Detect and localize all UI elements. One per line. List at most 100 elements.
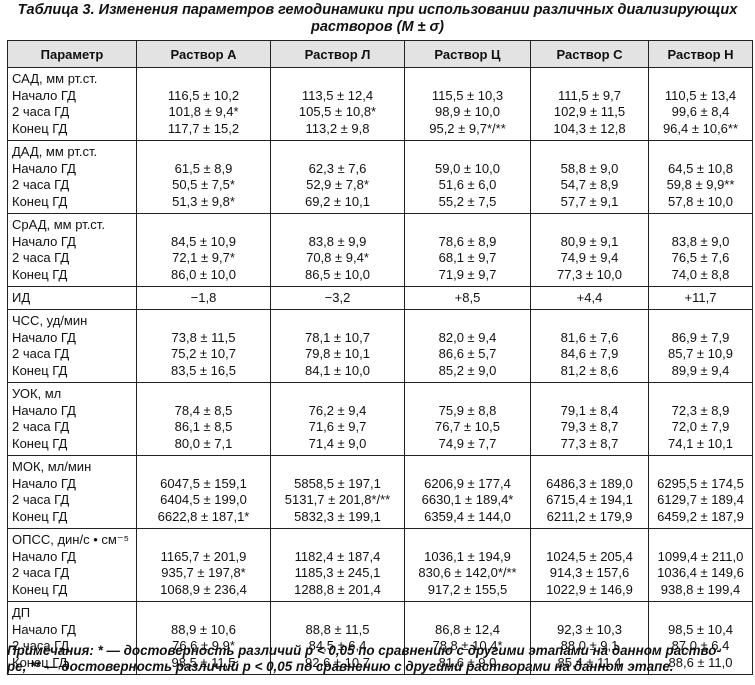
value-cell: 75,9 ± 8,8 76,7 ± 10,5 74,9 ± 7,7	[404, 382, 531, 456]
cell-value: 86,0 ± 10,0	[171, 266, 236, 282]
table-row: ИД −1,8 −3,2 +8,5 +4,4 +11,7	[7, 286, 753, 310]
cell-value	[137, 532, 270, 549]
table-title-line-2: растворов (M ± σ)	[310, 19, 444, 35]
value-cell: 83,8 ± 9,0 76,5 ± 7,6 74,0 ± 8,8	[648, 213, 753, 287]
cell-value: 1022,9 ± 146,9	[546, 581, 633, 597]
stage-label: 2 часа ГД	[12, 492, 70, 507]
value-cell: 59,0 ± 10,0 51,6 ± 6,0 55,2 ± 7,5	[404, 140, 531, 214]
parameter-name: МОК, мл/мин	[12, 459, 92, 474]
cell-value: 86,6 ± 5,7	[438, 346, 497, 361]
cell-value: 86,9 ± 7,9	[671, 329, 730, 345]
parameter-name: ЧСС, уд/мин	[12, 313, 88, 328]
cell-value: 85,4 ± 11,4	[557, 654, 622, 670]
cell-value: 55,2 ± 7,5	[438, 193, 497, 209]
stage-label: Конец ГД	[12, 120, 68, 136]
value-cell: 1165,7 ± 201,9 935,7 ± 197,8* 1068,9 ± 236…	[136, 528, 271, 602]
table-row: МОК, мл/мин Начало ГД 2 часа ГД Конец ГД 604…	[7, 455, 753, 529]
value-cell: 88,9 ± 10,6 76,6 ± 9,9* 98,5 ± 11,5	[136, 601, 271, 675]
cell-value	[405, 532, 530, 549]
table-row: ЧСС, уд/мин Начало ГД 2 часа ГД Конец ГД 73,…	[7, 309, 753, 383]
cell-value: 6622,8 ± 187,1*	[157, 508, 250, 524]
cell-value: 98,9 ± 10,0	[435, 104, 500, 119]
stage-label: Конец ГД	[12, 508, 68, 524]
value-cell: 1036,1 ± 194,9 830,6 ± 142,0*/** 917,2 ± 1…	[404, 528, 531, 602]
value-cell: 80,9 ± 9,1 74,9 ± 9,4 77,3 ± 10,0	[530, 213, 649, 287]
cell-value	[531, 386, 648, 403]
cell-value: 6359,4 ± 144,0	[424, 508, 511, 524]
cell-value	[271, 532, 404, 549]
cell-value: 98,5 ± 11,5	[171, 654, 236, 670]
cell-value: 1024,5 ± 205,4	[546, 548, 633, 564]
value-cell: 98,5 ± 10,4 87,0 ± 6,4 88,6 ± 11,0	[648, 601, 753, 675]
cell-value: 92,3 ± 10,3	[557, 621, 622, 637]
cell-value	[137, 144, 270, 161]
parameter-cell: ДАД, мм рт.ст. Начало ГД 2 часа ГД Конец ГД	[7, 140, 137, 214]
cell-value	[531, 605, 648, 622]
cell-value: 101,8 ± 9,4*	[168, 104, 239, 119]
header-solution-ts: Раствор Ц	[404, 40, 531, 68]
cell-value	[271, 386, 404, 403]
value-cell: −3,2	[270, 286, 405, 310]
value-cell: 113,5 ± 12,4 105,5 ± 10,8* 113,2 ± 9,8	[270, 67, 405, 141]
cell-value: 74,1 ± 10,1	[668, 435, 733, 451]
cell-value	[649, 313, 752, 330]
cell-value: 87,0 ± 6,4	[671, 638, 730, 653]
value-cell: 6486,3 ± 189,0 6715,4 ± 194,1 6211,2 ± 179…	[530, 455, 649, 529]
table-body: САД, мм рт.ст. Начало ГД 2 часа ГД Конец ГД…	[7, 67, 753, 675]
stage-label: 2 часа ГД	[12, 565, 70, 580]
cell-value: −3,2	[324, 290, 351, 305]
cell-value	[405, 459, 530, 476]
stage-label: 2 часа ГД	[12, 250, 70, 265]
cell-value: 5131,7 ± 201,8*/**	[284, 492, 391, 507]
cell-value: 73,8 ± 11,5	[171, 329, 236, 345]
cell-value	[271, 313, 404, 330]
cell-value: 86,1 ± 8,5	[174, 419, 233, 434]
parameter-name: ДАД, мм рт.ст.	[12, 144, 98, 159]
cell-value: 6715,4 ± 194,1	[546, 492, 633, 507]
cell-value: 76,2 ± 9,4	[308, 402, 367, 418]
cell-value	[137, 313, 270, 330]
cell-value	[405, 217, 530, 234]
cell-value	[271, 144, 404, 161]
parameter-name: СрАД, мм рт.ст.	[12, 217, 105, 232]
cell-value: 76,6 ± 9,9*	[172, 638, 235, 653]
value-cell: −1,8	[136, 286, 271, 310]
value-cell: 6047,5 ± 159,1 6404,5 ± 199,0 6622,8 ± 187…	[136, 455, 271, 529]
cell-value: 1182,4 ± 187,4	[294, 548, 381, 564]
cell-value: 1288,8 ± 201,4	[294, 581, 381, 597]
cell-value: 57,7 ± 9,1	[560, 193, 619, 209]
cell-value: 81,6 ± 9,0	[438, 654, 497, 670]
cell-value: 88,9 ± 10,6	[171, 621, 236, 637]
table-row: УОК, мл Начало ГД 2 часа ГД Конец ГД 78,4 ± …	[7, 382, 753, 456]
cell-value: 72,3 ± 8,9	[671, 402, 730, 418]
cell-value: 6129,7 ± 189,4	[657, 492, 744, 507]
parameter-name: САД, мм рт.ст.	[12, 71, 98, 86]
cell-value: 70,8 ± 9,4*	[306, 250, 369, 265]
cell-value: 51,6 ± 6,0	[438, 177, 497, 192]
table-title: Таблица 3. Изменения параметров гемодина…	[0, 2, 755, 36]
value-cell: 6206,9 ± 177,4 6630,1 ± 189,4* 6359,4 ± 14…	[404, 455, 531, 529]
cell-value: 57,8 ± 10,0	[668, 193, 733, 209]
cell-value: 81,2 ± 8,6	[560, 362, 619, 378]
header-solution-s: Раствор С	[530, 40, 649, 68]
value-cell: 76,2 ± 9,4 71,6 ± 9,7 71,4 ± 9,0	[270, 382, 405, 456]
value-cell: 73,8 ± 11,5 75,2 ± 10,7 83,5 ± 16,5	[136, 309, 271, 383]
header-solution-l: Раствор Л	[270, 40, 405, 68]
cell-value: 84,6 ± 7,9	[560, 346, 619, 361]
stage-label: Начало ГД	[12, 548, 76, 564]
cell-value: 1036,1 ± 194,9	[424, 548, 511, 564]
value-cell: 84,5 ± 10,9 72,1 ± 9,7* 86,0 ± 10,0	[136, 213, 271, 287]
cell-value	[405, 605, 530, 622]
value-cell: 88,8 ± 11,5 84,5 ± 6,4 92,6 ± 10,7	[270, 601, 405, 675]
cell-value: 79,1 ± 8,4	[560, 402, 619, 418]
value-cell: 61,5 ± 8,9 50,5 ± 7,5* 51,3 ± 9,8*	[136, 140, 271, 214]
cell-value: 1036,4 ± 149,6	[657, 565, 744, 580]
cell-value: 914,3 ± 157,6	[549, 565, 630, 580]
cell-value: 81,6 ± 7,6	[560, 329, 619, 345]
cell-value: 62,3 ± 7,6	[308, 160, 367, 176]
stage-label: Начало ГД	[12, 475, 76, 491]
value-cell: 86,8 ± 12,4 78,8 ± 10,4* 81,6 ± 9,0	[404, 601, 531, 675]
cell-value: 61,5 ± 8,9	[174, 160, 233, 176]
cell-value: 75,9 ± 8,8	[438, 402, 497, 418]
cell-value: 80,9 ± 9,1	[560, 233, 619, 249]
